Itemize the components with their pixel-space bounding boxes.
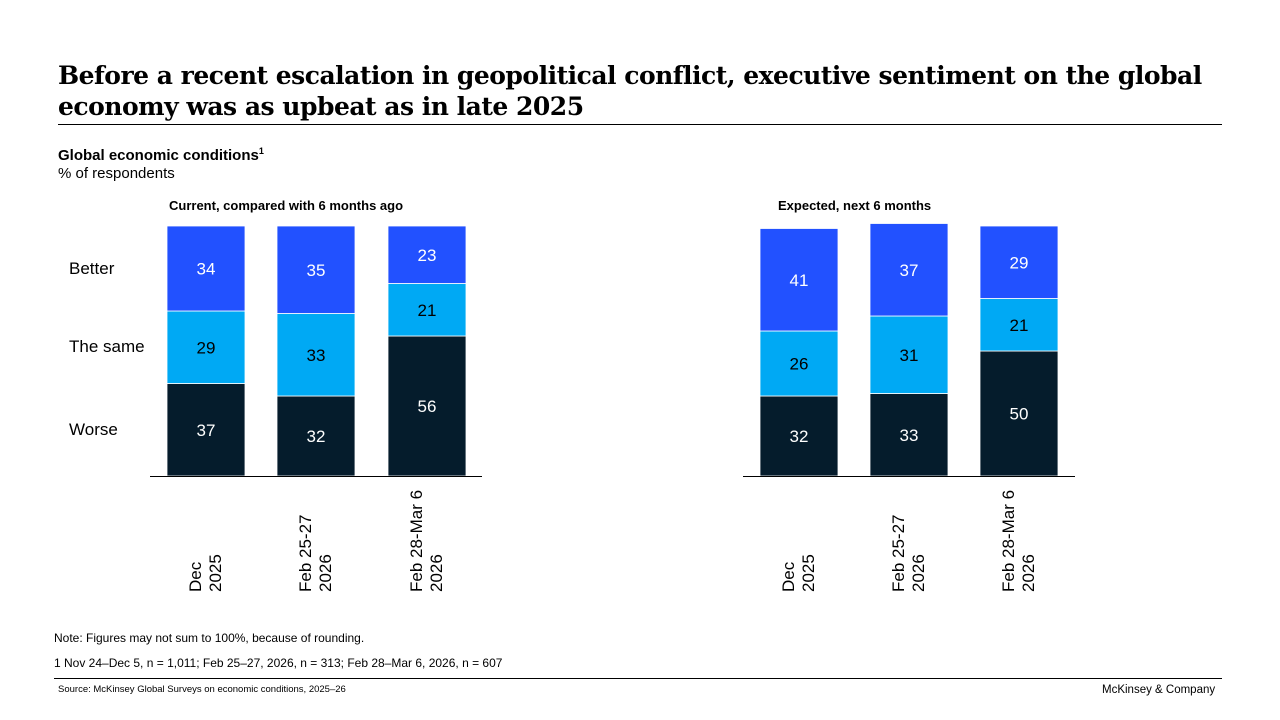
unit-label: % of respondents [58,165,175,182]
category-label-line: 2025 [206,554,225,592]
data-label: 21 [418,301,437,320]
bar-segment-the-same [387,283,467,337]
bar-segment-the-same [166,310,246,384]
data-label: 32 [790,427,809,446]
subtitle-footnote-marker: 1 [258,146,264,156]
data-label: 37 [197,421,216,440]
category-label: Feb 25-272026 [889,515,928,593]
chart-title-current: Current, compared with 6 months ago [169,198,404,213]
row-label-worse: Worse [69,420,118,439]
data-label: 37 [900,261,919,280]
brand: McKinsey & Company [1102,684,1216,696]
note: Note: Figures may not sum to 100%, becau… [54,631,365,645]
category-label-line: Dec [779,561,798,592]
bar-segment-worse [759,395,839,477]
bar-segment-worse [166,383,246,477]
subtitle-text: Global economic conditions [58,147,259,164]
data-label: 29 [197,338,216,357]
bar-segment-better [166,225,246,312]
category-label-line: Feb 28-Mar 6 [407,490,426,592]
bar-segment-worse [869,393,949,477]
category-label-line: 2026 [909,554,928,592]
category-label-line: 2025 [799,554,818,592]
data-label: 31 [900,346,919,365]
category-label: Dec2025 [779,554,818,592]
category-label-line: 2026 [1019,554,1038,592]
data-label: 41 [790,271,809,290]
bar-segment-better [276,225,356,314]
data-label: 33 [307,346,326,365]
chart-title-expected: Expected, next 6 months [778,198,932,213]
bar-segment-better [979,225,1059,299]
bar-segment-worse [387,335,467,477]
footnote: 1 Nov 24–Dec 5, n = 1,011; Feb 25–27, 20… [54,656,503,670]
data-label: 33 [900,426,919,445]
row-label-same: The same [69,337,145,356]
bar-segment-better [759,228,839,332]
data-label: 26 [790,355,809,374]
data-label: 32 [307,427,326,446]
bar-segment-the-same [276,313,356,397]
category-label-line: 2026 [427,554,446,592]
category-label: Feb 28-Mar 62026 [999,490,1038,592]
bar-segment-the-same [979,298,1059,352]
category-label: Dec2025 [186,554,225,592]
footer-divider [54,678,1222,679]
category-label-line: Feb 25-27 [296,515,315,593]
data-label: 21 [1010,316,1029,335]
data-label: 56 [418,397,437,416]
category-label-line: Dec [186,561,205,592]
category-label: Feb 25-272026 [296,515,335,593]
row-label-better: Better [69,259,115,278]
bar-segment-the-same [759,330,839,397]
bar-segment-better [869,223,949,317]
bar-segment-the-same [869,315,949,394]
category-label-line: Feb 28-Mar 6 [999,490,1018,592]
chart-subtitle: Global economic conditions1 [58,146,264,164]
source: Source: McKinsey Global Surveys on econo… [58,684,346,695]
category-label-line: 2026 [316,554,335,592]
category-label: Feb 28-Mar 62026 [407,490,446,592]
data-label: 23 [418,246,437,265]
data-label: 29 [1010,253,1029,272]
page-title: Before a recent escalation in geopolitic… [58,61,1202,121]
data-label: 35 [307,261,326,280]
bar-segment-worse [979,350,1059,477]
bar-segment-better [387,225,467,284]
category-label-line: Feb 25-27 [889,515,908,593]
title-divider [58,124,1222,125]
data-label: 34 [197,260,216,279]
data-label: 50 [1010,405,1029,424]
bar-segment-worse [276,395,356,477]
